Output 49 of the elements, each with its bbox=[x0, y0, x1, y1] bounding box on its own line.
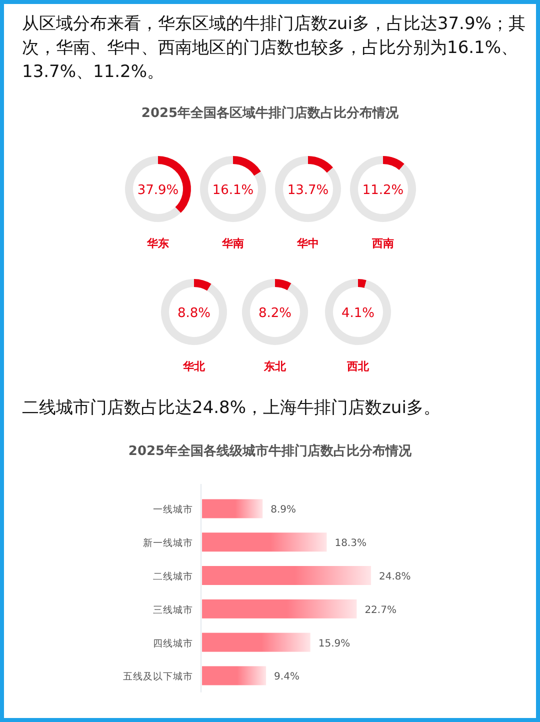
donut-slice bbox=[275, 279, 292, 290]
y-tick-label: 五线及以下城市 bbox=[123, 670, 193, 683]
donut-slice bbox=[383, 156, 404, 170]
bar bbox=[202, 532, 327, 552]
y-tick-label: 二线城市 bbox=[153, 570, 193, 582]
bar bbox=[202, 599, 357, 618]
donut-slice bbox=[325, 279, 391, 345]
text: 从区域分布来看，华东区域的牛排门店数zui多，占比达37.9%；其次，华南、华中、西南地区的门店数也较多，占比分别为16.1%、13.7%、11.2%。 bbox=[22, 13, 526, 84]
data-label: 9.4% bbox=[274, 672, 300, 683]
y-tick-label: 三线城市 bbox=[153, 604, 193, 616]
text: 华中 bbox=[296, 237, 319, 250]
text: 华北 bbox=[182, 360, 206, 373]
y-tick-label: 一线城市 bbox=[153, 504, 193, 516]
data-label: 22.7% bbox=[364, 604, 396, 616]
text: 二线城市门店数占比达24.8%，上海牛排门店数zui多。 bbox=[22, 397, 442, 420]
data-label: 24.8% bbox=[379, 572, 411, 582]
bar bbox=[202, 666, 266, 686]
y-tick-label: 四线城市 bbox=[153, 637, 193, 650]
text: 西南 bbox=[371, 237, 394, 250]
bar bbox=[202, 632, 310, 652]
data-label: 8.9% bbox=[270, 504, 296, 516]
text: 37.9% bbox=[137, 183, 179, 198]
text: 华东 bbox=[146, 237, 169, 250]
text: 4.1% bbox=[341, 306, 375, 321]
text: 16.1% bbox=[212, 183, 254, 198]
donut-slice bbox=[200, 156, 266, 222]
text: 东北 bbox=[263, 360, 287, 373]
data-label: 18.3% bbox=[334, 538, 366, 550]
donut-slice bbox=[125, 156, 181, 222]
donut-slice bbox=[350, 156, 416, 222]
donut-slice bbox=[161, 279, 227, 345]
donut-slice bbox=[233, 156, 261, 176]
donut-slice bbox=[275, 156, 341, 222]
text: 2025年全国各区域牛排门店数占比分布情况 bbox=[140, 104, 400, 122]
text: 8.8% bbox=[177, 306, 211, 321]
data-label: 15.9% bbox=[318, 638, 350, 650]
bar bbox=[202, 566, 371, 585]
text: 11.2% bbox=[362, 183, 404, 198]
donut-slice bbox=[242, 279, 308, 345]
bar bbox=[202, 499, 263, 518]
donut-slice bbox=[194, 279, 212, 291]
chart-title: 2025年全国各线级城市牛排门店数占比分布情况 bbox=[127, 442, 413, 460]
donut-slice bbox=[358, 279, 366, 288]
text: 西北 bbox=[346, 360, 370, 373]
text: 13.7% bbox=[287, 183, 329, 198]
y-tick-label: 新一线城市 bbox=[143, 537, 193, 550]
text: 华南 bbox=[221, 237, 244, 250]
donut-slice bbox=[308, 156, 334, 173]
text: 8.2% bbox=[258, 306, 292, 321]
